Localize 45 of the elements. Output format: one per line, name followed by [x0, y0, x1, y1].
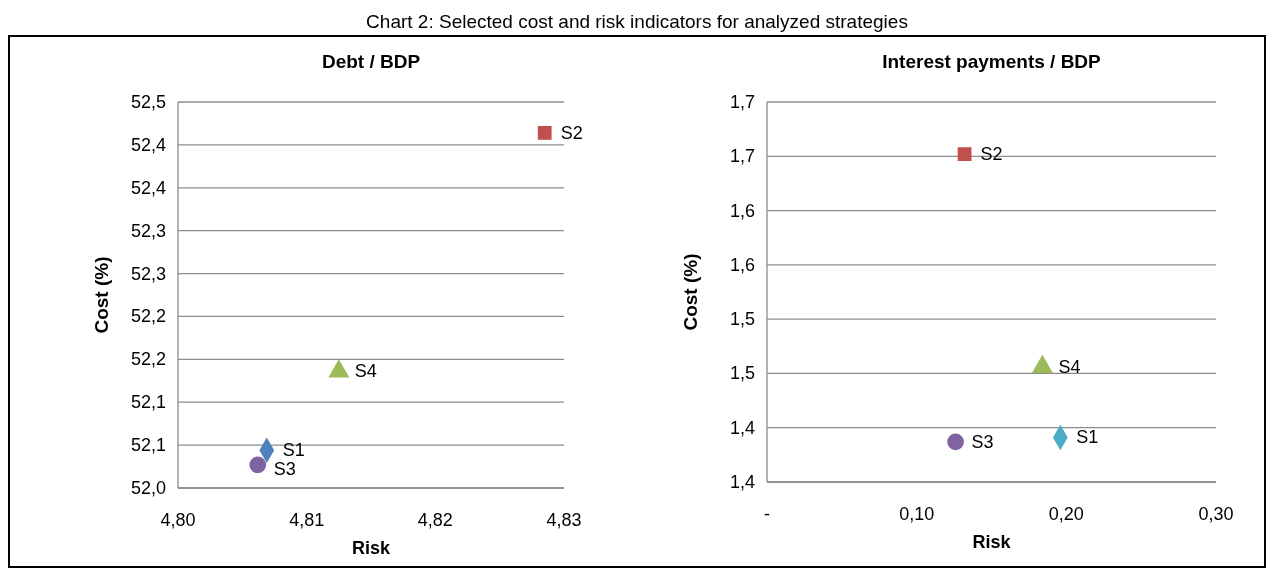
- x-tick-label: 4,81: [289, 510, 325, 530]
- x-tick-label: 0,10: [899, 504, 935, 524]
- y-axis-title: Cost (%): [91, 256, 112, 334]
- series-label: S4: [1058, 356, 1081, 377]
- y-tick-label: 1,6: [729, 200, 755, 221]
- y-tick-label: 52,5: [130, 92, 166, 112]
- y-tick-label: 52,1: [130, 392, 166, 413]
- y-tick-label: 52,1: [130, 435, 166, 456]
- caption: Chart 2: Selected cost and risk indicators for analyzed strategies: [366, 11, 908, 32]
- x-axis-title: Risk: [972, 532, 1012, 552]
- y-tick-label: 52,4: [130, 177, 166, 198]
- chart-title: Interest payments / BDP: [882, 51, 1102, 72]
- y-tick-label: 1,4: [729, 472, 755, 492]
- y-tick-label: 52,0: [130, 478, 166, 498]
- series-label: S3: [971, 431, 994, 452]
- series-label: S4: [354, 361, 377, 382]
- y-tick-label: 1,4: [729, 417, 755, 438]
- series-label: S2: [980, 144, 1003, 165]
- x-tick-label: 0,30: [1198, 504, 1234, 524]
- y-tick-label: 1,7: [729, 146, 755, 167]
- y-tick-label: 52,3: [130, 263, 166, 284]
- point: [947, 433, 964, 451]
- series-label: S3: [273, 459, 296, 480]
- y-tick-label: 1,7: [729, 92, 755, 112]
- x-axis-title: Risk: [351, 538, 391, 558]
- y-axis-title: Cost (%): [680, 253, 701, 331]
- y-tick-label: 52,2: [130, 349, 166, 370]
- y-tick-label: 1,5: [729, 363, 755, 384]
- x-tick-label: 4,82: [417, 510, 453, 530]
- chart-title: Debt / BDP: [321, 51, 421, 72]
- y-tick-label: 1,5: [729, 309, 755, 330]
- y-tick-label: 52,3: [130, 220, 166, 241]
- series-label: S1: [282, 440, 305, 461]
- point: [249, 456, 267, 474]
- series-label: S1: [1076, 427, 1099, 448]
- point: [957, 147, 972, 162]
- x-tick-label: 0,20: [1048, 504, 1084, 524]
- x-tick-label: -: [764, 504, 770, 524]
- point: [537, 125, 552, 140]
- series-label: S2: [560, 122, 583, 143]
- x-tick-label: 4,83: [546, 510, 582, 530]
- x-tick-label: 4,80: [160, 510, 196, 530]
- y-tick-label: 1,6: [729, 254, 755, 275]
- y-tick-label: 52,2: [130, 306, 166, 327]
- y-tick-label: 52,4: [130, 134, 166, 155]
